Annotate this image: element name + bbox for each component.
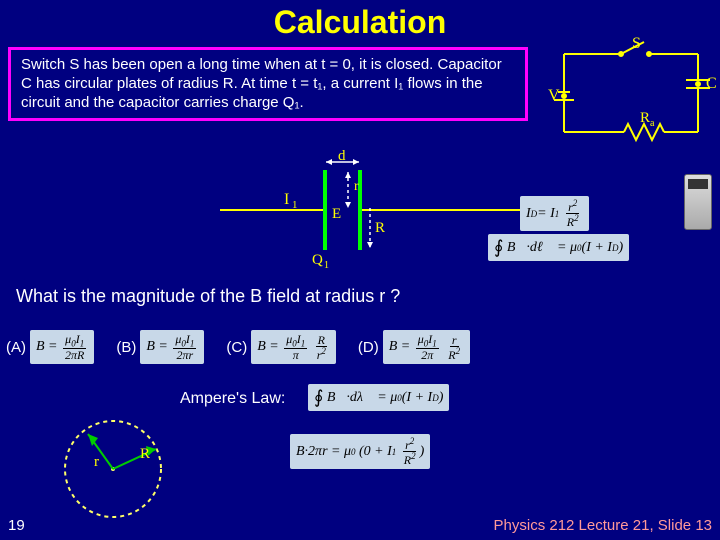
ampere-law-equation: ∮ B⃗·dλ⃗ = μ0(I + ID) — [308, 384, 449, 411]
option-c-label: (C) — [226, 339, 247, 356]
slide-number-left: 19 — [8, 517, 25, 534]
loop-big-r-label: R — [140, 446, 150, 462]
amperian-loop-diagram: r R — [48, 414, 178, 534]
problem-text: Switch S has been open a long time when … — [21, 56, 502, 111]
page-title: Calculation — [0, 0, 720, 41]
e-label: E — [332, 206, 341, 222]
option-b-label: (B) — [116, 339, 136, 356]
switch-label: S — [632, 36, 641, 52]
options-row: (A) B = μ0I12πR (B) B = μ0I12πr (C) B = … — [6, 330, 714, 364]
d-label: d — [338, 150, 346, 164]
i1-label: I — [284, 191, 289, 208]
calculator-icon — [684, 174, 712, 230]
ampere-integral-equation: ∮ B⃗·dℓ⃗ = μ0(I + ID) — [488, 234, 629, 261]
displacement-current-equation: ID = I1 r2R2 — [520, 196, 589, 231]
svg-text:1: 1 — [324, 260, 329, 271]
option-a-equation: B = μ0I12πR — [30, 330, 94, 364]
slide-footer-right: Physics 212 Lecture 21, Slide 13 — [494, 517, 712, 534]
big-r-label: R — [375, 220, 385, 236]
option-d-equation: B = μ0I12π rR2 — [383, 330, 470, 364]
option-c-equation: B = μ0I1π Rr2 — [251, 330, 336, 364]
problem-statement-box: Switch S has been open a long time when … — [8, 47, 528, 121]
capacitor-label: C — [706, 75, 716, 92]
circuit-diagram: S V C R a — [546, 36, 716, 156]
result-equation: B·2πr = μ0 (0 + I1 r2R2) — [290, 434, 430, 469]
ampere-law-label: Ampere's Law: — [180, 390, 285, 408]
svg-text:1: 1 — [292, 199, 298, 211]
option-d-label: (D) — [358, 339, 379, 356]
svg-text:a: a — [650, 118, 655, 129]
resistor-label: R — [640, 110, 650, 126]
option-b-equation: B = μ0I12πr — [140, 330, 204, 364]
q1-label: Q — [312, 252, 323, 268]
loop-r-label: r — [94, 454, 99, 470]
voltage-label: V — [548, 87, 560, 104]
option-a-label: (A) — [6, 339, 26, 356]
question-text: What is the magnitude of the B field at … — [16, 286, 400, 307]
capacitor-cross-section: d r I 1 E R Q 1 — [220, 150, 530, 280]
r-label: r — [354, 179, 359, 194]
